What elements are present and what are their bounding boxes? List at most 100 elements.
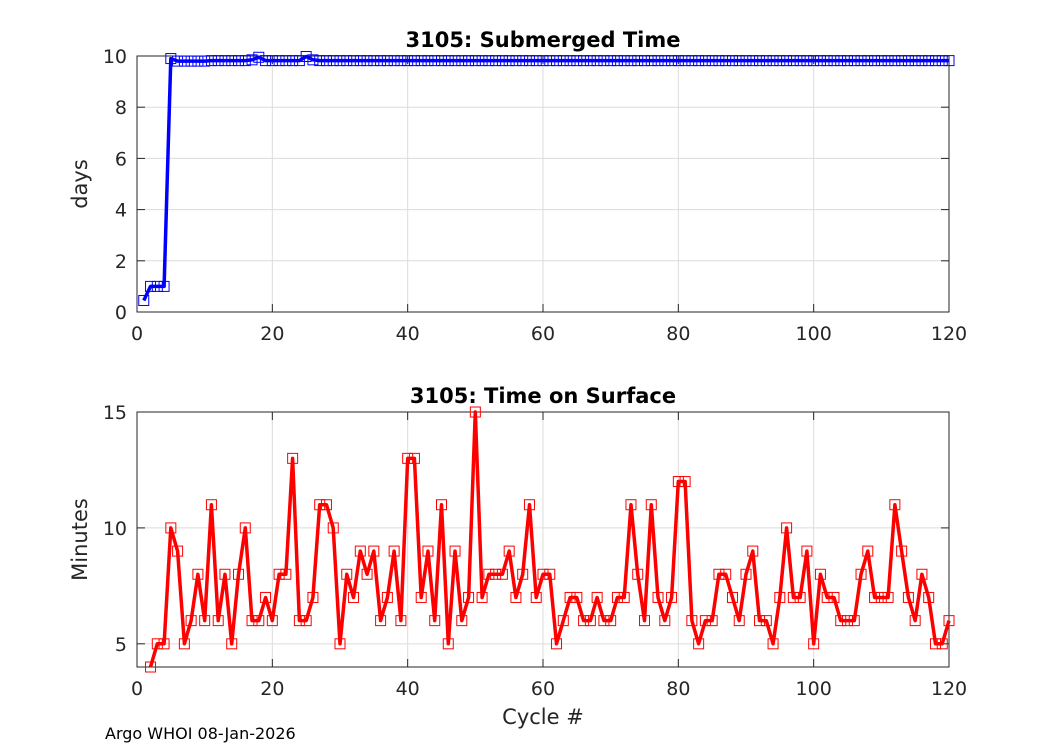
surface-data-point [639, 615, 650, 627]
surface-data-point [632, 568, 644, 580]
submerged-data-point [625, 55, 637, 67]
submerged-y-tick-label: 6 [115, 148, 127, 170]
submerged-series-line [142, 54, 949, 302]
surface-data-point [767, 638, 779, 650]
surface-data-point [260, 591, 272, 603]
surface-x-tick-label: 60 [531, 678, 555, 700]
surface-data-point [293, 615, 305, 627]
surface-data-point [361, 568, 373, 580]
surface-data-point [226, 638, 238, 650]
submerged-data-point [456, 55, 468, 67]
submerged-data-point [557, 55, 569, 67]
surface-data-point [720, 568, 732, 580]
submerged-data-point [368, 55, 380, 67]
submerged-data-point [842, 55, 853, 67]
surface-data-point [760, 615, 772, 627]
submerged-data-point [544, 55, 556, 67]
submerged-data-point [517, 55, 529, 67]
submerged-data-point [801, 55, 813, 67]
surface-axes-box [136, 411, 950, 668]
surface-data-point [666, 591, 678, 603]
surface-data-point [862, 545, 874, 557]
submerged-data-point [754, 55, 766, 67]
surface-data-point [679, 476, 691, 488]
submerged-data-point [821, 55, 833, 67]
surface-data-point [909, 615, 921, 627]
submerged-data-point [266, 55, 278, 67]
submerged-data-point [659, 55, 671, 67]
surface-data-point [273, 568, 285, 580]
submerged-data-point [334, 55, 346, 67]
surface-data-point [517, 568, 529, 580]
submerged-data-point [564, 55, 576, 67]
submerged-data-point [902, 55, 914, 67]
footer-credit: Argo WHOI 08-Jan-2026 [105, 724, 296, 743]
submerged-data-point [672, 55, 684, 67]
submerged-data-point [483, 55, 495, 67]
surface-data-point [442, 638, 454, 650]
surface-data-point [544, 568, 556, 580]
surface-data-point [185, 615, 197, 627]
submerged-data-point [584, 55, 596, 67]
surface-data-point [307, 591, 319, 603]
submerged-data-point [774, 55, 786, 67]
submerged-data-point [699, 55, 711, 67]
submerged-data-point [381, 55, 393, 67]
surface-data-point [476, 591, 488, 603]
surface-data-point [618, 591, 630, 603]
surface-data-point [605, 615, 617, 627]
surface-data-point [902, 591, 914, 603]
submerged-data-point [869, 55, 881, 67]
surface-x-tick-label: 100 [796, 678, 832, 700]
surface-data-point [327, 522, 339, 534]
submerged-data-point [436, 55, 447, 67]
submerged-x-tick-label: 100 [796, 323, 832, 345]
submerged-data-point [138, 294, 150, 306]
surface-data-point [314, 499, 326, 511]
submerged-x-tick-label: 120 [931, 323, 967, 345]
surface-data-point [774, 591, 786, 603]
surface-data-point [287, 452, 299, 464]
surface-data-point [456, 615, 468, 627]
surface-data-point [212, 615, 224, 627]
surface-data-point [496, 568, 508, 580]
surface-data-point [233, 568, 244, 580]
submerged-data-point [496, 55, 508, 67]
surface-data-point [395, 615, 407, 627]
surface-x-tick-label: 20 [260, 678, 284, 700]
surface-data-point [672, 476, 684, 488]
submerged-data-point [605, 55, 617, 67]
submerged-data-point [429, 55, 441, 67]
submerged-data-point [388, 55, 400, 67]
submerged-data-point [923, 55, 935, 67]
surface-data-point [151, 638, 163, 650]
surface-data-point [564, 591, 576, 603]
submerged-data-point [747, 55, 759, 67]
submerged-data-point [287, 55, 299, 67]
surface-data-point [551, 638, 563, 650]
surface-data-point [490, 568, 502, 580]
submerged-data-point [463, 55, 475, 67]
surface-data-point [280, 568, 292, 580]
surface-x-axis-label: Cycle # [502, 705, 584, 729]
surface-data-point [699, 615, 711, 627]
surface-data-point [253, 615, 265, 627]
submerged-data-point [679, 55, 691, 67]
submerged-data-point [320, 55, 332, 67]
surface-data-point [172, 545, 184, 557]
submerged-data-point [578, 55, 590, 67]
submerged-y-axis-label: days [68, 159, 92, 209]
surface-data-point [348, 591, 360, 603]
submerged-data-point [307, 54, 319, 66]
surface-data-point [429, 615, 441, 627]
submerged-data-point [645, 55, 657, 67]
submerged-data-point [375, 55, 387, 67]
surface-data-point [848, 615, 860, 627]
surface-data-point [584, 615, 596, 627]
surface-data-point [523, 499, 535, 511]
surface-data-point [916, 568, 928, 580]
submerged-data-point [442, 55, 454, 67]
submerged-data-point [402, 55, 414, 67]
submerged-data-point [537, 55, 549, 67]
submerged-data-point [733, 55, 745, 67]
